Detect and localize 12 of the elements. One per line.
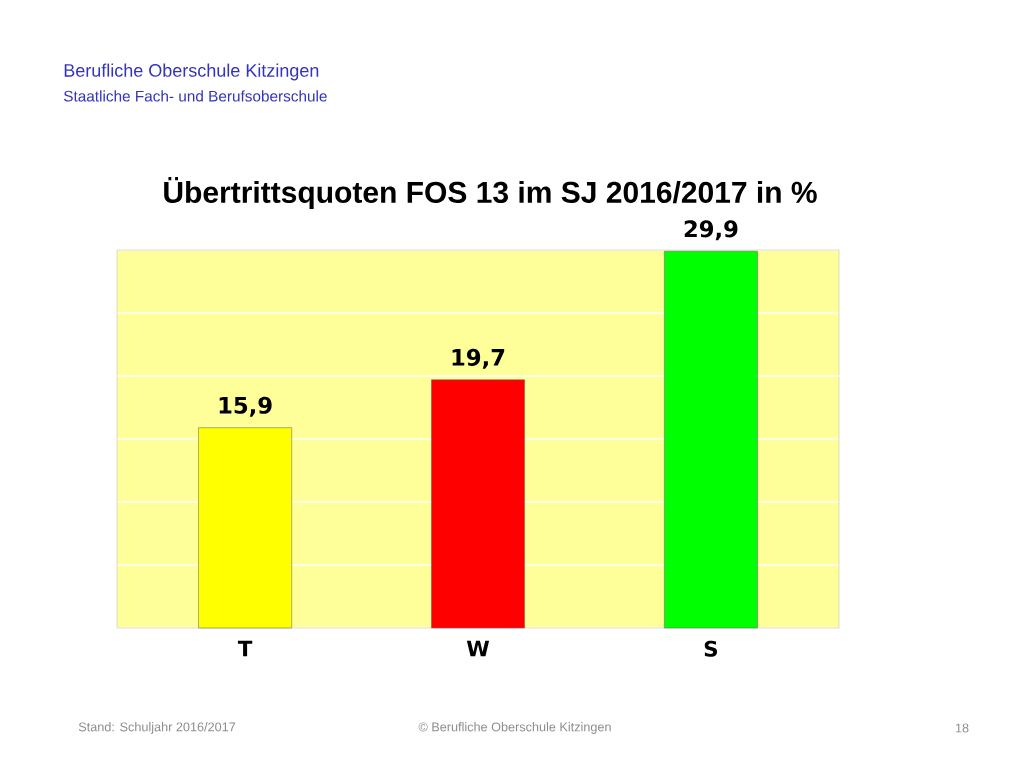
text: 18 <box>955 723 969 733</box>
chart-title: Übertrittsquoten FOS 13 im SJ 2016/2017 in % <box>164 177 817 209</box>
x-tick-label: W <box>466 640 490 657</box>
data-label: 29,9 <box>684 220 738 241</box>
data-label: 19,7 <box>452 348 505 369</box>
text: Berufliche Oberschule Kitzingen <box>64 63 319 81</box>
x-tick-label: S <box>704 640 718 657</box>
x-tick-label: T <box>237 640 253 657</box>
text: Stand: Schuljahr 2016/2017 <box>78 722 236 734</box>
text: Staatliche Fach- und Berufsoberschule <box>63 90 327 102</box>
data-label: 15,9 <box>219 396 272 417</box>
text: © Berufliche Oberschule Kitzingen <box>418 722 611 734</box>
